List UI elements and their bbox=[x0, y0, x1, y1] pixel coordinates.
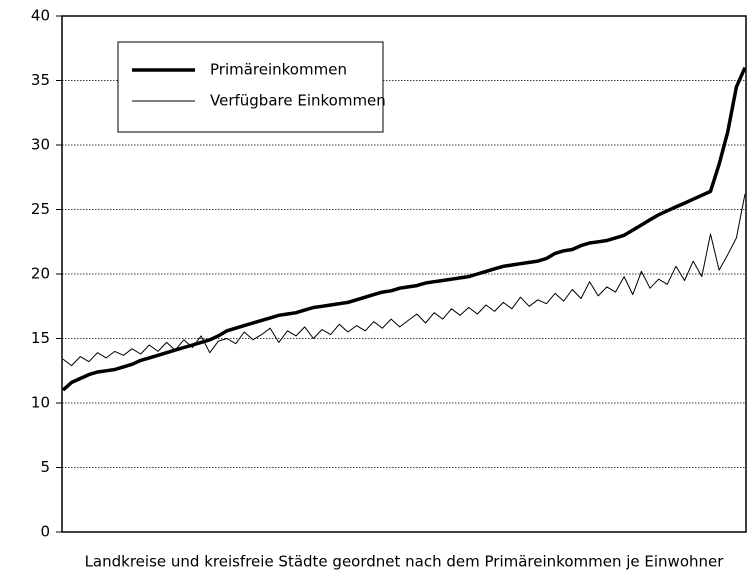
y-tick-label: 10 bbox=[31, 394, 50, 412]
y-tick-label: 20 bbox=[31, 265, 50, 283]
y-tick-label: 25 bbox=[31, 200, 50, 218]
plot-frame bbox=[61, 15, 747, 533]
y-tick-label: 15 bbox=[31, 329, 50, 347]
x-axis-label: Landkreise und kreisfreie Städte geordne… bbox=[85, 553, 725, 571]
line-series bbox=[61, 66, 747, 392]
line-series bbox=[62, 193, 746, 367]
legend-label: Primäreinkommen bbox=[210, 61, 347, 79]
legend-box bbox=[117, 41, 384, 133]
y-tick-label: 0 bbox=[40, 523, 50, 541]
y-tick-label: 40 bbox=[31, 7, 50, 25]
legend-label: Verfügbare Einkommen bbox=[210, 92, 386, 110]
y-tick-label: 30 bbox=[31, 136, 50, 154]
y-tick-label: 5 bbox=[40, 458, 50, 476]
y-tick-label: 35 bbox=[31, 71, 50, 89]
